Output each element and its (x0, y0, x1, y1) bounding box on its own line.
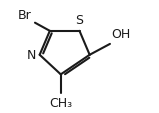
Text: S: S (76, 14, 83, 27)
Text: OH: OH (111, 28, 131, 41)
Text: CH₃: CH₃ (49, 96, 72, 109)
Text: Br: Br (18, 9, 32, 22)
Text: N: N (27, 49, 37, 62)
